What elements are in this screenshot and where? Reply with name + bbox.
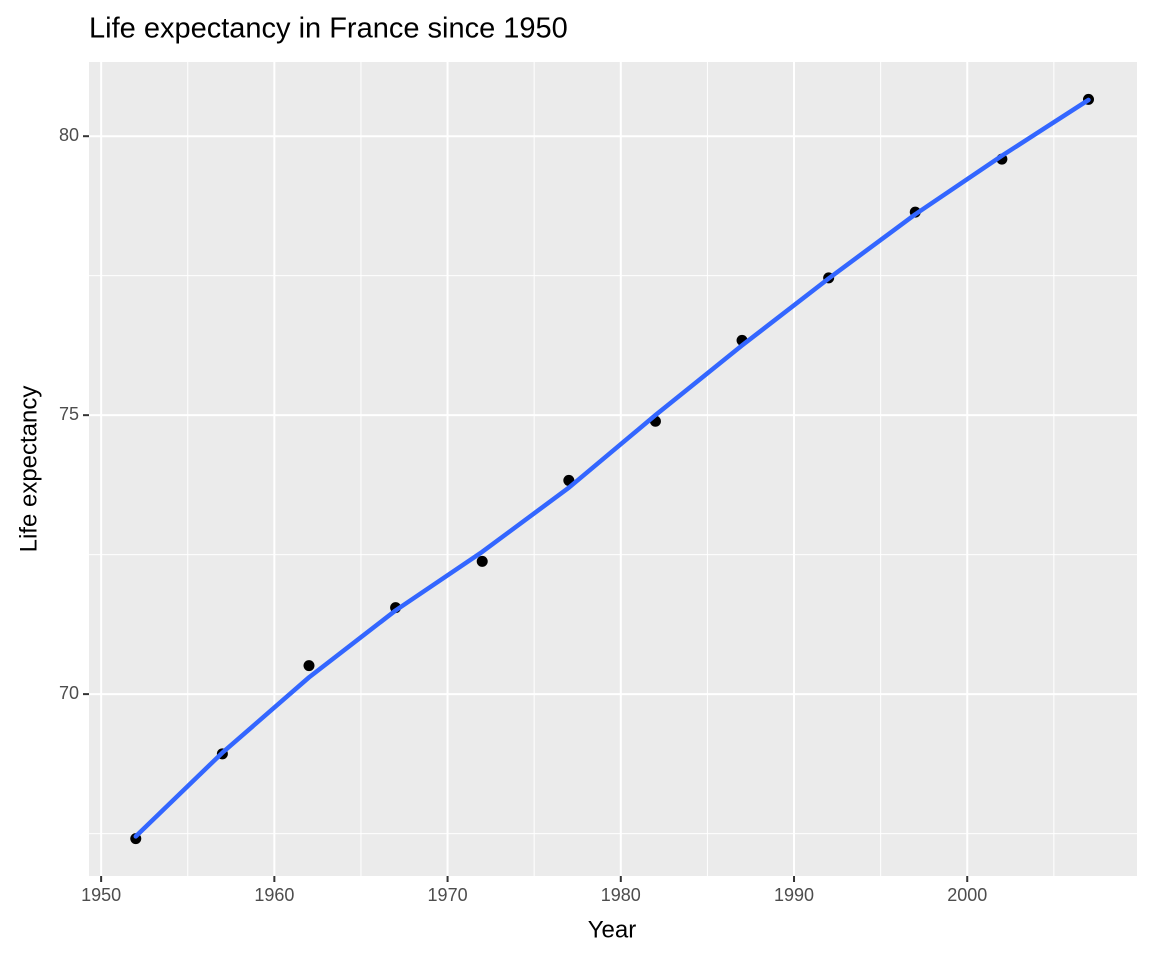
point — [476, 555, 488, 567]
smooth-line — [133, 97, 1091, 839]
point — [303, 660, 315, 672]
x-tick-label: 1990 — [774, 885, 814, 905]
chart-title: Life expectancy in France since 1950 — [89, 13, 568, 45]
x-tick-label: 1970 — [428, 885, 468, 905]
x-tick-label: 1980 — [601, 885, 641, 905]
x-tick-label: 1960 — [254, 885, 294, 905]
x-tick-label: 2000 — [947, 885, 987, 905]
y-tick-label: 80 — [59, 125, 79, 145]
x-tick-label: 1950 — [81, 885, 121, 905]
panel — [89, 62, 1137, 876]
y-tick-label: 70 — [59, 683, 79, 703]
x-axis-label: Year — [588, 916, 637, 943]
y-axis-label: Life expectancy — [15, 386, 42, 553]
y-tick-label: 75 — [59, 404, 79, 424]
